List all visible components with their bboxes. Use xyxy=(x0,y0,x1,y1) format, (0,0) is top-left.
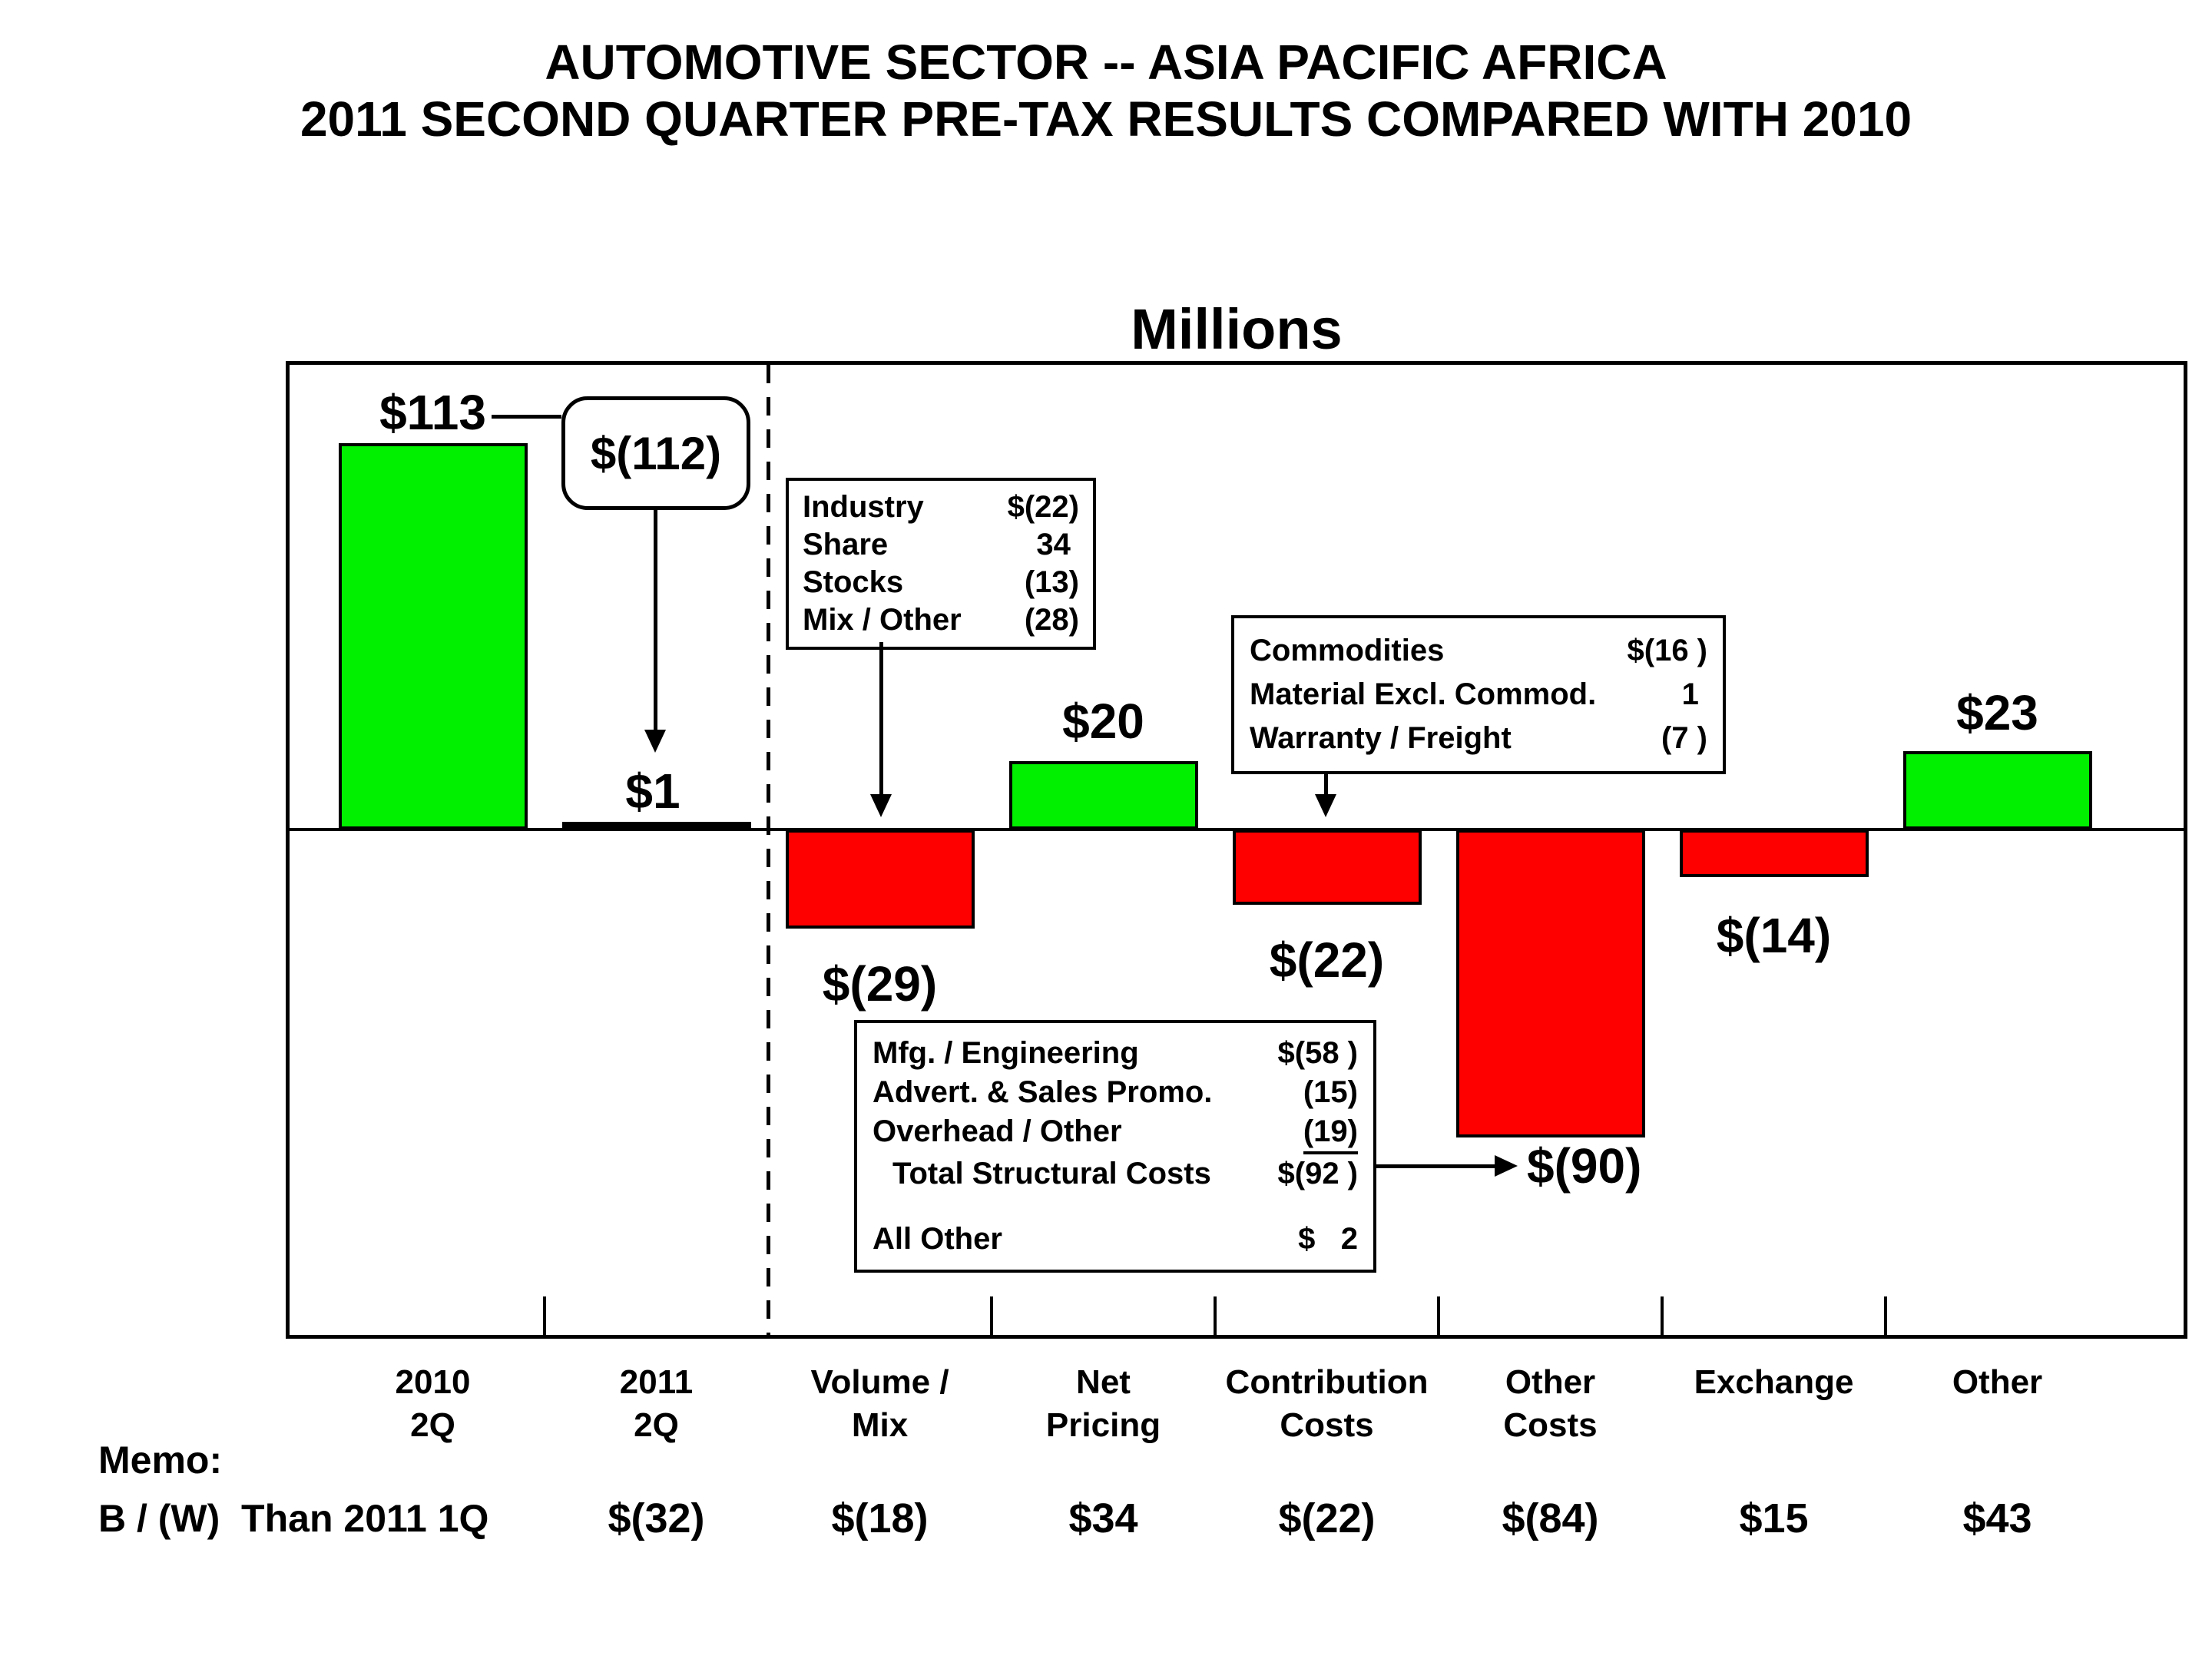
detail-row-label: Warranty / Freight xyxy=(1250,721,1512,755)
axis-category-label-2010-2q: 2010 2Q xyxy=(395,1363,471,1444)
detail-row-label: Total Structural Costs xyxy=(892,1157,1211,1190)
detail-row-label: Advert. & Sales Promo. xyxy=(873,1075,1213,1109)
detail-row: Commodities $(16 ) xyxy=(1250,629,1707,673)
callout-connector-line xyxy=(492,415,561,419)
detail-row: Share 34 xyxy=(803,526,1079,564)
bar-net-pricing xyxy=(1008,761,1198,830)
bar-value-label-exchange: $(14) xyxy=(1716,908,1832,964)
axis-category-label-2011-2q: 2011 2Q xyxy=(619,1363,694,1444)
axis-tick xyxy=(1884,1296,1887,1335)
bar-2010-2q xyxy=(338,443,528,830)
memo-value-exchange: $15 xyxy=(1739,1495,1809,1541)
detail-row-label: Stocks xyxy=(803,565,904,599)
detail-row: Material Excl. Commod. 1 xyxy=(1250,673,1707,717)
axis-category-label-other-costs: Other Costs xyxy=(1503,1363,1598,1444)
memo-value-other: $43 xyxy=(1962,1495,2032,1541)
detail-row-value: (7 ) xyxy=(1661,721,1707,755)
other-costs-arrowhead-icon xyxy=(1495,1155,1518,1177)
slide-title-line2: 2011 SECOND QUARTER PRE-TAX RESULTS COMP… xyxy=(300,91,1912,147)
bar-value-label-net-pricing: $20 xyxy=(1062,694,1144,749)
detail-row-value: $(58 ) xyxy=(1277,1036,1359,1070)
bar-other-costs xyxy=(1455,830,1645,1137)
axis-category-label-other: Other xyxy=(1952,1363,2043,1401)
axis-tick xyxy=(1437,1296,1440,1335)
axis-tick xyxy=(990,1296,993,1335)
detail-row-value: (13) xyxy=(1024,565,1079,599)
memo-heading: Memo: xyxy=(98,1439,223,1482)
zero-axis-line xyxy=(290,828,2184,831)
detail-row-value: 1 xyxy=(1681,677,1707,711)
detail-row-label: Mfg. / Engineering xyxy=(873,1036,1139,1070)
detail-row-value: (28) xyxy=(1024,603,1079,637)
axis-category-label-contribution-costs: Contribution Costs xyxy=(1225,1363,1429,1444)
axis-category-label-volume-mix: Volume / Mix xyxy=(810,1363,949,1444)
detail-row-label: Share xyxy=(803,528,889,561)
axis-category-label-exchange: Exchange xyxy=(1694,1363,1854,1401)
detail-row: Overhead / Other (19) xyxy=(873,1112,1358,1154)
detail-row-label: Commodities xyxy=(1250,634,1445,667)
memo-value-other-costs: $(84) xyxy=(1502,1495,1599,1541)
slide-title-line1: AUTOMOTIVE SECTOR -- ASIA PACIFIC AFRICA xyxy=(545,35,1667,90)
detail-row-value: (19) xyxy=(1303,1112,1358,1154)
bar-value-label-volume-mix: $(29) xyxy=(822,956,938,1012)
bar-value-label-other-costs: $(90) xyxy=(1527,1138,1642,1194)
bar-other xyxy=(1902,750,2092,830)
other-costs-detail-box: Mfg. / Engineering $(58 ) Advert. & Sales … xyxy=(854,1020,1376,1273)
detail-row-label: All Other xyxy=(873,1222,1002,1256)
detail-row: All Other $ 2 xyxy=(873,1220,1358,1259)
volume-mix-arrow-line xyxy=(879,642,883,796)
detail-row-value: (15) xyxy=(1303,1075,1358,1109)
change-callout-box: $(112) xyxy=(561,396,750,510)
memo-value-volume-mix: $(18) xyxy=(831,1495,929,1541)
detail-row-value: $(92 ) xyxy=(1277,1157,1359,1190)
contribution-costs-detail-box: Commodities $(16 ) Material Excl. Commod. 1… xyxy=(1231,615,1726,774)
other-costs-arrow-line xyxy=(1376,1164,1496,1168)
bar-exchange xyxy=(1679,830,1869,878)
detail-row: Mfg. / Engineering $(58 ) xyxy=(873,1034,1358,1073)
detail-row-label: Overhead / Other xyxy=(873,1114,1122,1148)
detail-row-value: $(16 ) xyxy=(1627,634,1708,667)
memo-value-net-pricing: $34 xyxy=(1068,1495,1138,1541)
axis-tick xyxy=(1214,1296,1217,1335)
bar-value-label-2011-2q: $1 xyxy=(625,763,680,819)
detail-row-label: Industry xyxy=(803,490,924,524)
volume-mix-arrowhead-icon xyxy=(870,794,892,817)
axis-tick xyxy=(543,1296,546,1335)
bar-contribution-costs xyxy=(1232,830,1422,905)
detail-row xyxy=(873,1194,1358,1220)
detail-row-label: Mix / Other xyxy=(803,603,962,637)
callout-arrowhead-icon xyxy=(644,730,666,753)
chart-units-heading: Millions xyxy=(1131,297,1343,361)
bar-volume-mix xyxy=(785,830,975,929)
detail-row: Industry $(22) xyxy=(803,488,1079,526)
memo-row-label: B / (W) Than 2011 1Q xyxy=(98,1497,489,1540)
detail-row-value: 34 xyxy=(1036,528,1079,561)
actuals-vs-factors-separator-line xyxy=(767,365,770,1335)
volume-mix-detail-box: Industry $(22) Share 34 Stocks (13) Mix / Oth… xyxy=(786,478,1096,650)
axis-category-label-net-pricing: Net Pricing xyxy=(1045,1363,1161,1444)
memo-value-2011-2q: $(32) xyxy=(608,1495,705,1541)
detail-row-value: $(22) xyxy=(1007,490,1079,524)
axis-tick xyxy=(1661,1296,1664,1335)
bar-value-label-2010-2q: $113 xyxy=(379,385,486,441)
memo-value-contribution-costs: $(22) xyxy=(1278,1495,1376,1541)
detail-row: Warranty / Freight (7 ) xyxy=(1250,717,1707,760)
bar-value-label-contribution-costs: $(22) xyxy=(1269,932,1385,988)
detail-row: Total Structural Costs $(92 ) xyxy=(873,1154,1358,1194)
callout-arrow-line xyxy=(654,509,657,730)
bar-2011-2q xyxy=(561,822,751,830)
detail-row-value: $ 2 xyxy=(1298,1222,1358,1256)
bar-value-label-other: $23 xyxy=(1956,684,2038,740)
detail-row: Stocks (13) xyxy=(803,564,1079,601)
detail-row-label: Material Excl. Commod. xyxy=(1250,677,1597,711)
contribution-costs-arrowhead-icon xyxy=(1315,794,1336,817)
detail-row: Mix / Other (28) xyxy=(803,601,1079,639)
contribution-costs-arrow-line xyxy=(1324,773,1328,796)
detail-row: Advert. & Sales Promo. (15) xyxy=(873,1073,1358,1112)
